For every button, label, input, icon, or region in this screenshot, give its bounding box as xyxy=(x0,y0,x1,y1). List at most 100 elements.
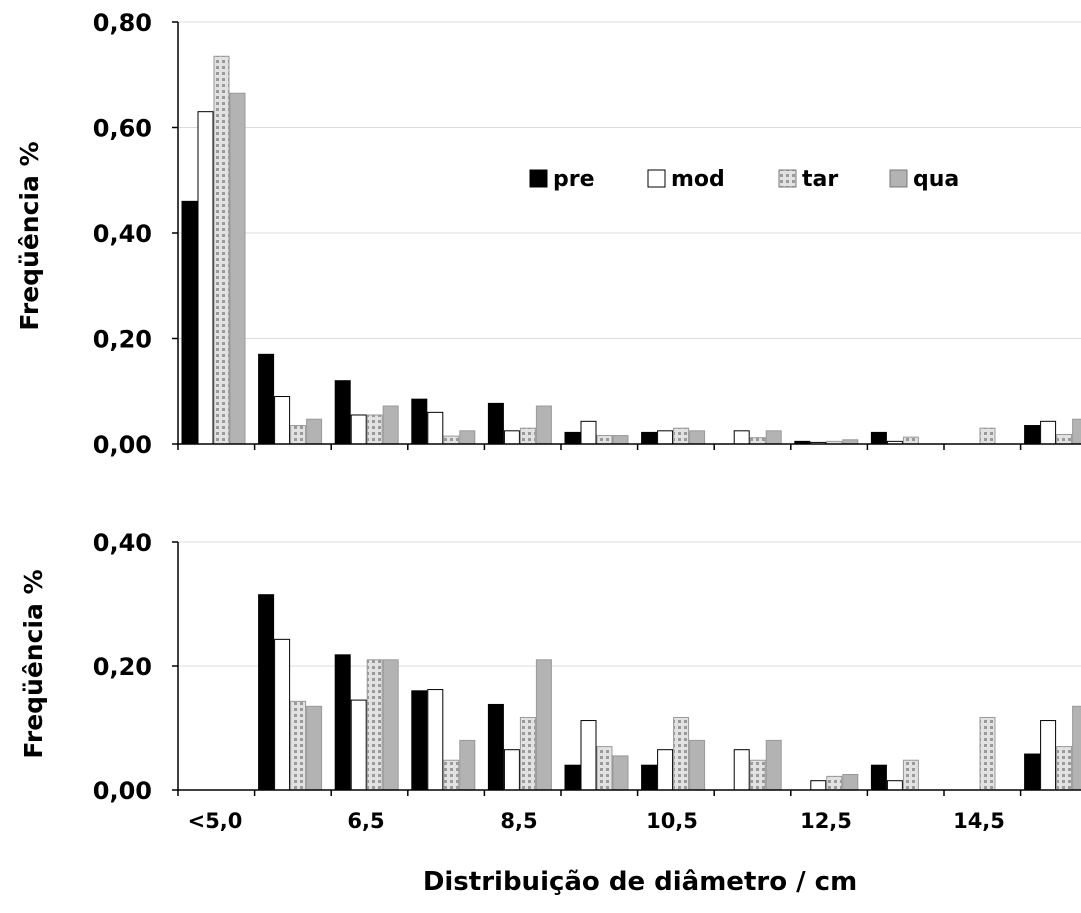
bottom-bar-tar xyxy=(826,775,843,791)
bottom-bar-pre xyxy=(641,764,658,791)
top-y-tick-label: 0,60 xyxy=(93,115,152,143)
top-bar-mod xyxy=(657,430,674,445)
top-y-tick-label: 0,40 xyxy=(93,220,152,248)
top-bar-pre xyxy=(641,431,658,445)
bottom-bar-tar xyxy=(979,716,996,791)
top-bar-mod xyxy=(733,430,750,445)
legend-label-tar: tar xyxy=(802,167,838,192)
top-bar-qua xyxy=(689,430,706,445)
top-bar-tar xyxy=(749,437,766,445)
bottom-bar-qua xyxy=(382,659,399,791)
bottom-x-tick-label: 8,5 xyxy=(500,809,537,833)
top-bar-qua xyxy=(612,435,629,445)
bottom-bar-mod xyxy=(657,749,674,791)
top-bar-mod xyxy=(503,430,520,445)
top-bar-qua xyxy=(306,418,323,445)
legend-label-mod: mod xyxy=(671,167,725,192)
bottom-bar-tar xyxy=(596,746,613,791)
top-bar-tar xyxy=(673,427,690,445)
bottom-bar-pre xyxy=(870,764,887,791)
bottom-chart: 0,40 0,20 0,00 <5,0 6,5 8,5 10,5 12,5 14,5 Freq… xyxy=(19,529,1081,897)
bottom-bar-qua xyxy=(459,739,476,791)
bottom-bars xyxy=(177,594,1081,796)
top-bar-mod xyxy=(1040,420,1057,445)
bottom-y-tick-label: 0,40 xyxy=(93,529,152,557)
top-y-tick-label: 0,00 xyxy=(93,431,152,459)
bottom-bar-pre xyxy=(258,594,275,791)
top-bar-pre xyxy=(334,380,351,445)
top-bar-tar xyxy=(443,435,460,445)
bottom-bar-mod xyxy=(810,780,827,791)
bottom-bar-tar xyxy=(1056,746,1073,791)
bottom-bar-mod xyxy=(886,780,903,791)
bottom-x-tick-labels: <5,0 6,5 8,5 10,5 12,5 14,5 xyxy=(188,809,1005,833)
legend: pre mod tar qua xyxy=(529,167,959,192)
bottom-x-tick-label: <5,0 xyxy=(188,809,243,833)
top-bar-qua xyxy=(229,92,246,445)
legend-swatch-pre xyxy=(529,169,548,188)
bottom-bar-tar xyxy=(366,659,383,791)
top-bar-tar xyxy=(213,55,230,445)
bottom-x-tick-label: 14,5 xyxy=(953,809,1005,833)
top-bar-mod xyxy=(427,411,444,445)
top-bar-pre xyxy=(181,200,198,445)
top-bar-mod xyxy=(274,396,291,445)
top-bar-pre xyxy=(487,402,504,445)
bottom-bar-pre xyxy=(1024,753,1041,791)
top-bar-mod xyxy=(350,414,367,445)
top-y-tick-label: 0,20 xyxy=(93,326,152,354)
top-bar-tar xyxy=(366,414,383,445)
bottom-bar-tar xyxy=(749,759,766,791)
top-bar-pre xyxy=(411,398,428,445)
bottom-bar-mod xyxy=(427,689,444,791)
top-bar-mod xyxy=(580,420,597,445)
bottom-y-tick-labels: 0,40 0,20 0,00 xyxy=(93,529,178,805)
bottom-bar-pre xyxy=(411,690,428,791)
top-bar-tar xyxy=(902,436,919,445)
top-bar-mod xyxy=(197,111,214,445)
top-bar-tar xyxy=(290,425,307,445)
top-bar-tar xyxy=(519,427,536,445)
bottom-bar-mod xyxy=(580,720,597,791)
legend-swatch-qua xyxy=(889,169,908,188)
bottom-bar-pre xyxy=(564,764,581,791)
legend-label-pre: pre xyxy=(553,167,595,192)
top-bar-qua xyxy=(459,430,476,445)
bottom-bar-qua xyxy=(765,739,782,791)
bottom-bar-pre xyxy=(487,703,504,791)
top-bars xyxy=(177,55,1081,450)
top-y-axis-label: Freqüência % xyxy=(15,141,44,330)
top-bar-qua xyxy=(535,405,552,445)
top-gridlines xyxy=(178,21,1081,339)
top-chart: 0,80 0,60 0,40 0,20 0,00 Freqüência % pre mod… xyxy=(15,9,1081,459)
legend-swatch-tar xyxy=(778,169,797,188)
top-bar-pre xyxy=(564,431,581,445)
bottom-x-tick-label: 12,5 xyxy=(800,809,852,833)
bottom-bar-tar xyxy=(443,759,460,791)
top-y-tick-label: 0,80 xyxy=(93,9,152,37)
bottom-x-tick-label: 10,5 xyxy=(646,809,698,833)
bottom-bar-qua xyxy=(535,659,552,791)
bottom-y-tick-label: 0,20 xyxy=(93,653,152,681)
bottom-bar-tar xyxy=(902,759,919,791)
top-bar-qua xyxy=(1072,418,1081,445)
top-bar-qua xyxy=(382,405,399,445)
top-bar-pre xyxy=(870,431,887,445)
legend-swatch-mod xyxy=(647,169,666,188)
top-bar-qua xyxy=(765,430,782,445)
bottom-gridlines xyxy=(178,541,1081,667)
bottom-bar-mod xyxy=(503,749,520,791)
bottom-bar-mod xyxy=(733,749,750,791)
bottom-bar-qua xyxy=(842,774,859,791)
top-bar-pre xyxy=(258,353,275,445)
top-bar-tar xyxy=(1056,434,1073,445)
bottom-bar-qua xyxy=(306,705,323,791)
top-y-tick-labels: 0,80 0,60 0,40 0,20 0,00 xyxy=(93,9,178,459)
bottom-bar-tar xyxy=(673,716,690,791)
bottom-bar-tar xyxy=(290,700,307,791)
bottom-y-axis-label: Freqüência % xyxy=(19,569,48,758)
bottom-bar-mod xyxy=(350,699,367,791)
top-bar-pre xyxy=(1024,425,1041,445)
bottom-x-tick-label: 6,5 xyxy=(347,809,384,833)
